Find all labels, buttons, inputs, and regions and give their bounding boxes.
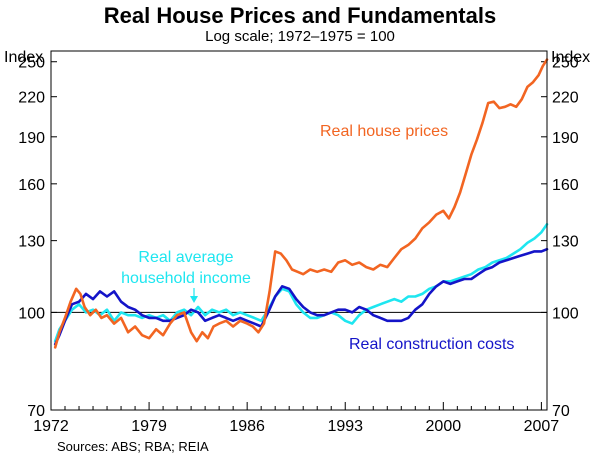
y-axis-label-left: Index — [4, 49, 43, 66]
series-line-real-average-household-income — [53, 223, 549, 343]
label-household-income-line2: household income — [121, 270, 251, 287]
income-arrow — [190, 288, 198, 303]
y-tick-label-left: 190 — [18, 130, 45, 147]
y-tick-label-right: 190 — [552, 130, 579, 147]
y-tick-label-left: 250 — [18, 55, 45, 72]
y-tick-label-left: 100 — [18, 305, 45, 322]
y-tick-label-right: 160 — [552, 177, 579, 194]
y-tick-label-left: 160 — [18, 177, 45, 194]
y-tick-label-right: 100 — [552, 305, 579, 322]
x-tick-label: 1979 — [131, 418, 167, 435]
source-note: Sources: ABS; RBA; REIA — [57, 439, 209, 454]
y-tick-label-left: 70 — [27, 403, 45, 420]
x-tick-label: 1986 — [229, 418, 265, 435]
label-real-house-prices: Real house prices — [320, 123, 448, 140]
y-tick-label-right: 220 — [552, 90, 579, 107]
y-tick-label-right: 250 — [552, 55, 579, 72]
x-tick-label: 1993 — [327, 418, 363, 435]
y-tick-label-right: 70 — [552, 403, 570, 420]
y-axis-label-right: Index — [551, 49, 590, 66]
chart-subtitle: Log scale; 1972–1975 = 100 — [205, 28, 395, 45]
y-tick-label-left: 220 — [18, 90, 45, 107]
x-tick-label: 1972 — [33, 418, 69, 435]
chart-title: Real House Prices and Fundamentals — [104, 3, 496, 28]
series-line-real-construction-costs — [53, 247, 549, 346]
x-tick-label: 2007 — [524, 418, 560, 435]
series-line-real-house-prices — [53, 58, 549, 349]
plot-frame — [50, 50, 548, 411]
label-real-construction-costs: Real construction costs — [349, 336, 514, 353]
y-tick-label-right: 130 — [552, 234, 579, 251]
x-tick-label: 2000 — [426, 418, 462, 435]
y-tick-label-left: 130 — [18, 234, 45, 251]
series-group — [53, 58, 549, 349]
label-household-income-line1: Real average — [138, 249, 233, 266]
axis-ticks: 70 70 100 100 130 130 160 160 190 190 220 220 250 250… — [18, 55, 579, 435]
